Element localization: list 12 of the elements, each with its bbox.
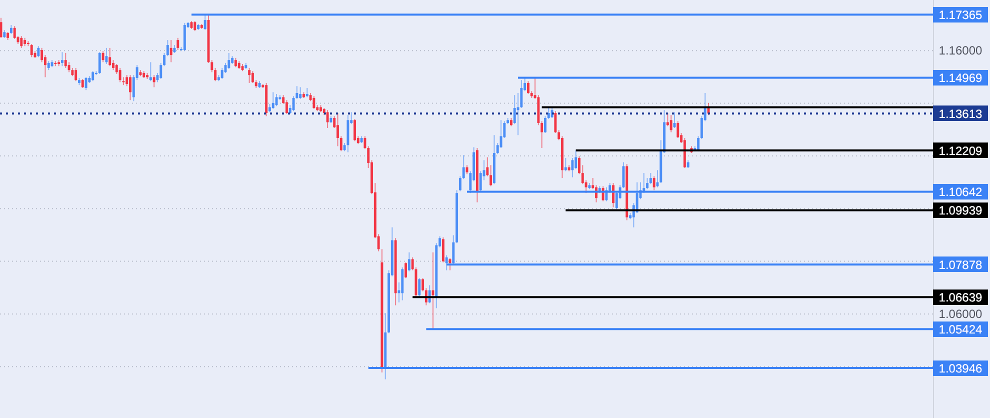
ref-line-label: 1.13613 [938, 106, 983, 121]
series-label: 1.06639 [938, 290, 983, 305]
series-label: 1.12209 [938, 144, 983, 158]
series-label: 1.14969 [938, 71, 983, 86]
y-tick-label: 1.06000 [938, 306, 983, 321]
series-label: 1.17365 [938, 8, 983, 22]
series-label: 1.03946 [938, 362, 983, 376]
y-tick-label: 1.16000 [938, 44, 983, 58]
series-label: 1.07878 [938, 258, 983, 272]
series-label: 1.10642 [938, 185, 983, 200]
series-label: 1.05424 [938, 322, 983, 337]
series-label: 1.09939 [938, 204, 983, 218]
